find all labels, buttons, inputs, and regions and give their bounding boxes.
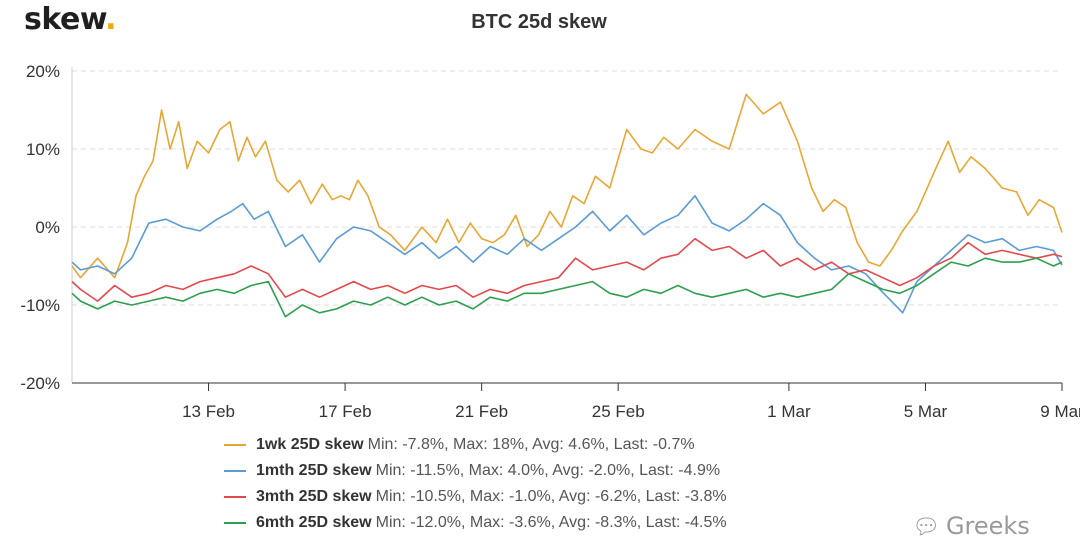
- x-tick-label: 25 Feb: [592, 402, 645, 421]
- x-tick-label: 5 Mar: [904, 402, 948, 421]
- legend-series-stats: Min: -7.8%, Max: 18%, Avg: 4.6%, Last: -…: [367, 436, 695, 453]
- legend-item[interactable]: 6mth 25D skew Min: -12.0%, Max: -3.6%, Av…: [224, 510, 727, 536]
- y-tick-label: -20%: [20, 374, 60, 393]
- x-axis: 13 Feb 17 Feb 21 Feb 25 Feb 1 Mar 5 Mar 9 Mar: [182, 383, 1080, 421]
- legend-item[interactable]: 3mth 25D skew Min: -10.5%, Max: -1.0%, Av…: [224, 484, 727, 510]
- x-tick-label: 17 Feb: [319, 402, 372, 421]
- watermark: 💬︎ Greeks: [912, 512, 1030, 540]
- x-tick-label: 1 Mar: [767, 402, 811, 421]
- legend-series-stats: Min: -10.5%, Max: -1.0%, Avg: -6.2%, Las…: [375, 488, 727, 505]
- legend-series-stats: Min: -12.0%, Max: -3.6%, Avg: -8.3%, Las…: [375, 514, 727, 531]
- watermark-text: Greeks: [945, 512, 1030, 540]
- wechat-icon: 💬︎: [912, 515, 940, 540]
- logo-dot: .: [105, 2, 117, 37]
- legend-swatch: [224, 444, 246, 446]
- chart-title: BTC 25d skew: [471, 11, 607, 33]
- x-tick-label: 21 Feb: [455, 402, 508, 421]
- legend-swatch: [224, 496, 246, 498]
- legend-series-name: 1mth 25D skew: [256, 462, 372, 479]
- x-tick-label: 13 Feb: [182, 402, 235, 421]
- series-line-1: [71, 93, 1063, 279]
- y-axis: 20% 10% 0% -10% -20%: [20, 62, 60, 393]
- logo-text: skew: [24, 2, 106, 37]
- series-line-2: [71, 195, 1063, 314]
- series-line-4: [71, 257, 1063, 318]
- y-tick-label: 10%: [26, 140, 60, 159]
- legend-swatch: [224, 522, 246, 524]
- legend-series-name: 6mth 25D skew: [256, 514, 372, 531]
- legend-item[interactable]: 1wk 25D skew Min: -7.8%, Max: 18%, Avg: 4…: [224, 432, 727, 458]
- legend-item[interactable]: 1mth 25D skew Min: -11.5%, Max: 4.0%, Avg…: [224, 458, 727, 484]
- legend-series-stats: Min: -11.5%, Max: 4.0%, Avg: -2.0%, Last…: [375, 462, 721, 479]
- x-tick-label: 9 Mar: [1040, 402, 1080, 421]
- y-tick-label: 20%: [26, 62, 60, 81]
- skew-line-chart: BTC 25d skew 20% 10% 0% -10% -20% 13 Feb 17 F…: [20, 11, 1080, 421]
- series-lines: [71, 93, 1063, 318]
- legend: 1wk 25D skew Min: -7.8%, Max: 18%, Avg: 4…: [224, 432, 727, 536]
- skew-logo: skew.: [24, 2, 117, 37]
- y-tick-label: 0%: [35, 218, 60, 237]
- legend-series-name: 1wk 25D skew: [256, 436, 364, 453]
- y-tick-label: -10%: [20, 296, 60, 315]
- grid: [71, 67, 1062, 384]
- legend-swatch: [224, 470, 246, 472]
- legend-series-name: 3mth 25D skew: [256, 488, 372, 505]
- series-line-3: [71, 237, 1063, 302]
